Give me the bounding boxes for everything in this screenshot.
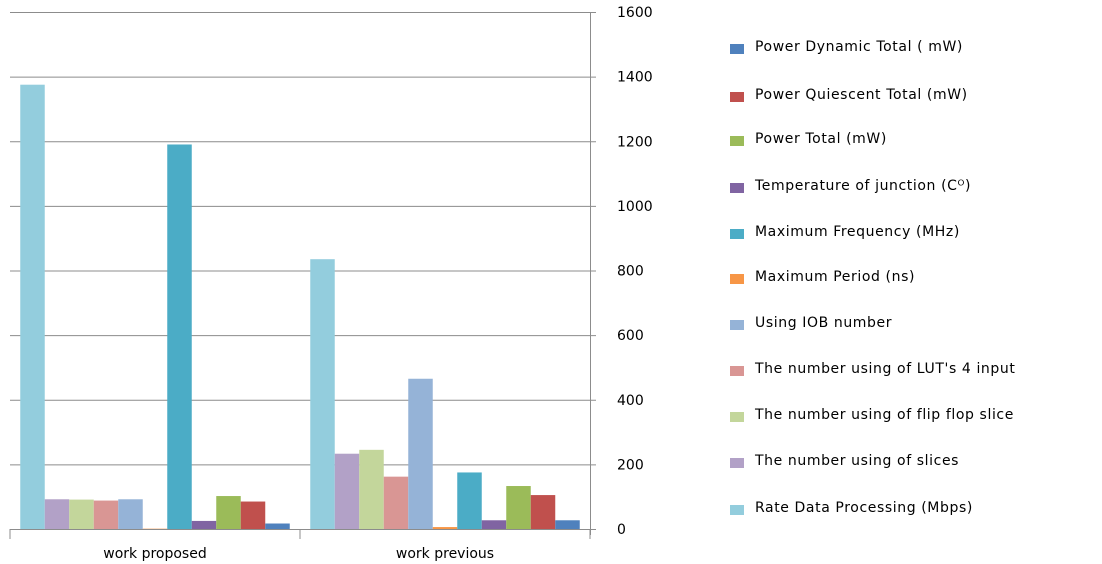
bar	[408, 378, 433, 529]
bar	[359, 449, 384, 529]
bar	[240, 501, 266, 529]
bar	[265, 523, 290, 529]
x-category-label: work proposed	[103, 546, 206, 562]
bar	[506, 486, 531, 529]
bar-chart: 0 200 400 600 800 1000 1200 1400 1600 work propo…	[9, 5, 653, 562]
y-tick-label: 1000	[617, 199, 653, 215]
legend-swatch	[730, 136, 744, 146]
bar	[555, 520, 580, 529]
bar	[481, 520, 507, 529]
legend-label: Rate Data Processing (Mbps)	[755, 500, 973, 516]
legend-swatch	[730, 274, 744, 284]
gridlines	[10, 12, 590, 466]
legend-label: The number using of flip flop slice	[755, 407, 1014, 423]
legend-item: Power Dynamic Total ( mW)	[730, 38, 1090, 56]
y-tick-label: 400	[617, 393, 644, 409]
legend-item: Temperature of junction (Cᴼ)	[730, 177, 1090, 195]
bar	[69, 499, 94, 529]
bar	[457, 472, 482, 529]
legend-swatch	[730, 366, 744, 376]
legend-label: Power Total (mW)	[755, 131, 887, 147]
legend-item: Maximum Frequency (MHz)	[730, 223, 1090, 241]
legend: Power Dynamic Total ( mW) Power Quiescent…	[730, 0, 1102, 564]
bar	[167, 144, 192, 529]
bar	[432, 527, 458, 529]
x-axis-category-labels: work proposed work previous	[103, 546, 494, 562]
bar	[530, 495, 556, 529]
y-tick-label: 600	[617, 328, 644, 344]
legend-swatch	[730, 183, 744, 193]
legend-swatch	[730, 44, 744, 54]
legend-label: Power Dynamic Total ( mW)	[755, 39, 963, 55]
bar	[118, 499, 143, 529]
legend-label: The number using of LUT's 4 input	[755, 361, 1016, 377]
y-tick-label: 0	[617, 522, 626, 538]
bar	[20, 84, 45, 529]
legend-label: Using IOB number	[755, 315, 893, 331]
legend-swatch	[730, 92, 744, 102]
bar	[383, 476, 409, 529]
bar	[216, 496, 241, 529]
legend-item: Rate Data Processing (Mbps)	[730, 499, 1090, 517]
legend-label: Maximum Frequency (MHz)	[755, 224, 960, 240]
legend-item: Power Total (mW)	[730, 130, 1090, 148]
y-tick-label: 1600	[617, 5, 653, 21]
legend-item: The number using of LUT's 4 input	[730, 360, 1090, 378]
legend-item: Maximum Period (ns)	[730, 268, 1090, 286]
y-tick-label: 1200	[617, 134, 653, 150]
legend-swatch	[730, 505, 744, 515]
axes	[9, 12, 596, 539]
legend-swatch	[730, 320, 744, 330]
legend-item: The number using of slices	[730, 452, 1090, 470]
legend-swatch	[730, 412, 744, 422]
x-category-label: work previous	[396, 546, 494, 562]
legend-label: Temperature of junction (Cᴼ)	[755, 178, 972, 194]
y-tick-label: 200	[617, 457, 644, 473]
bar	[334, 453, 360, 529]
legend-item: The number using of flip flop slice	[730, 406, 1090, 424]
legend-item: Using IOB number	[730, 314, 1090, 332]
legend-label: Power Quiescent Total (mW)	[755, 87, 968, 103]
y-tick-label: 1400	[617, 70, 653, 86]
legend-swatch	[730, 458, 744, 468]
bars	[20, 84, 580, 529]
bar	[191, 520, 217, 529]
bar	[44, 499, 70, 529]
bar	[310, 259, 335, 529]
legend-item: Power Quiescent Total (mW)	[730, 86, 1090, 104]
bar	[93, 500, 119, 529]
y-tick-label: 800	[617, 264, 644, 280]
legend-label: Maximum Period (ns)	[755, 269, 916, 285]
legend-label: The number using of slices	[755, 453, 960, 469]
y-axis-tick-labels: 0 200 400 600 800 1000 1200 1400 1600	[617, 5, 653, 538]
legend-swatch	[730, 229, 744, 239]
